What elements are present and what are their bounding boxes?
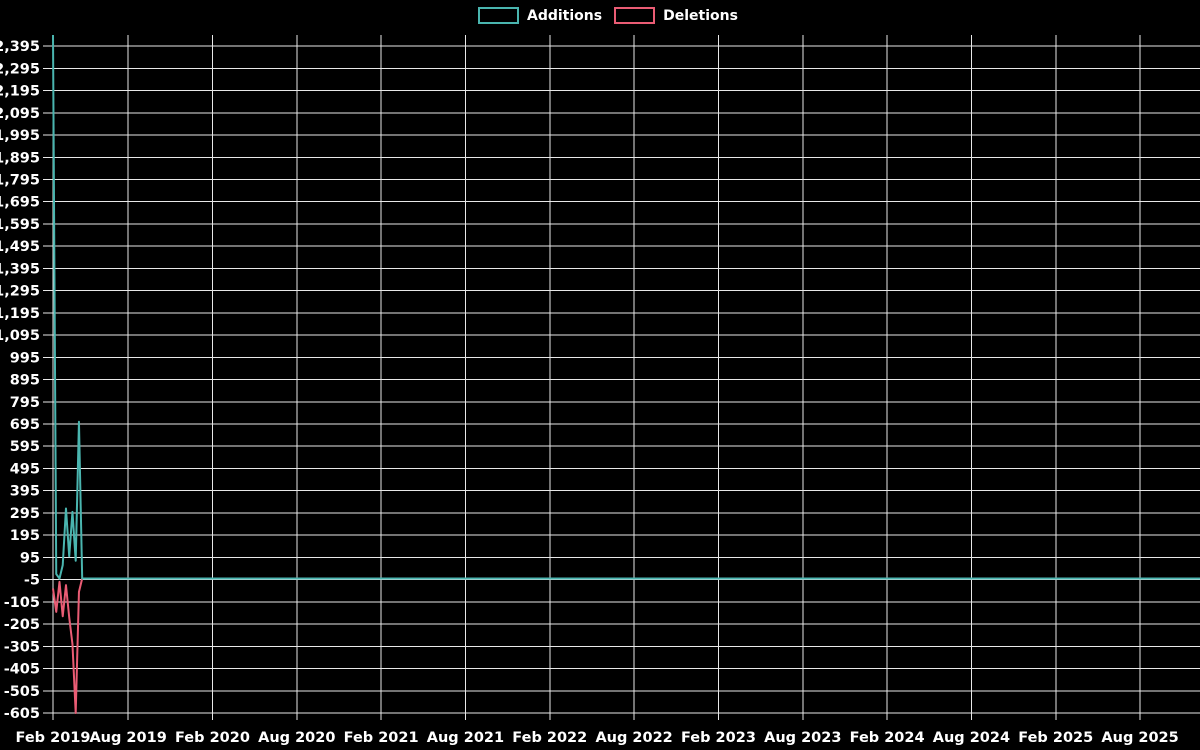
x-axis-tick-label: Feb 2021 [344, 730, 419, 746]
y-axis-tick-label: 2,095 [0, 106, 40, 122]
y-axis-tick-label: 1,795 [0, 172, 40, 188]
y-axis-tick-label: 2,195 [0, 84, 40, 100]
x-axis-tick-label: Feb 2024 [850, 730, 925, 746]
x-axis-tick-label: Aug 2022 [595, 730, 672, 746]
y-axis-tick-label: 395 [10, 484, 40, 500]
x-axis-tick-label: Aug 2023 [764, 730, 841, 746]
x-axis-tick-label: Aug 2025 [1101, 730, 1178, 746]
y-axis-tick-label: 1,595 [0, 217, 40, 233]
y-axis-tick-label: 295 [10, 506, 40, 522]
y-axis-tick-label: 1,495 [0, 239, 40, 255]
deletions-legend-item[interactable]: Deletions [614, 7, 738, 24]
x-axis-tick-label: Feb 2019 [16, 730, 91, 746]
y-axis-tick-label: 695 [10, 417, 40, 433]
y-axis-tick-label: -5 [24, 573, 40, 589]
y-axis-tick-label: -105 [4, 595, 40, 611]
y-axis-tick-label: 1,095 [0, 328, 40, 344]
y-axis-tick-label: 595 [10, 439, 40, 455]
x-axis-tick-label: Feb 2020 [175, 730, 250, 746]
y-axis-tick-label: 995 [10, 350, 40, 366]
x-axis-tick-label: Aug 2019 [89, 730, 166, 746]
additions-legend-label: Additions [527, 7, 603, 24]
y-axis-tick-label: 1,195 [0, 306, 40, 322]
deletions-legend-swatch [614, 7, 656, 24]
additions-series-line [52, 34, 1200, 580]
x-axis-tick-label: Feb 2022 [512, 730, 587, 746]
y-axis-tick-label: 895 [10, 373, 40, 389]
y-axis-tick-label: 1,695 [0, 195, 40, 211]
y-axis-tick-label: -305 [4, 639, 40, 655]
y-axis-tick-label: 795 [10, 395, 40, 411]
x-axis-tick-label: Aug 2021 [427, 730, 504, 746]
y-axis-tick-label: 1,995 [0, 128, 40, 144]
x-axis-tick-label: Aug 2024 [933, 730, 1010, 746]
y-axis-tick-label: 2,295 [0, 61, 40, 77]
deletions-legend-label: Deletions [663, 7, 738, 24]
additions-legend-item[interactable]: Additions [478, 7, 602, 24]
y-axis-tick-label: -505 [4, 684, 40, 700]
y-axis-tick-label: -405 [4, 662, 40, 678]
y-axis-tick-label: -605 [4, 706, 40, 722]
y-axis-tick-label: 1,895 [0, 150, 40, 166]
y-axis-tick-label: 2,395 [0, 39, 40, 55]
x-axis-tick-label: Feb 2023 [681, 730, 756, 746]
x-axis-tick-label: Feb 2025 [1018, 730, 1093, 746]
y-grid-and-labels: 2,395 2,295 2,195 2,095 1,995 1,895 1,795 1,695… [0, 39, 1200, 722]
chart-legend: Additions Deletions [478, 7, 738, 24]
additions-legend-swatch [478, 7, 519, 24]
y-axis-tick-label: 1,295 [0, 284, 40, 300]
y-axis-tick-label: 495 [10, 461, 40, 477]
y-axis-tick-label: 95 [20, 550, 40, 566]
x-axis-tick-label: Aug 2020 [258, 730, 335, 746]
y-axis-tick-label: 1,395 [0, 261, 40, 277]
y-axis-tick-label: -205 [4, 617, 40, 633]
y-axis-tick-label: 195 [10, 528, 40, 544]
deletions-series-line [52, 577, 1200, 714]
